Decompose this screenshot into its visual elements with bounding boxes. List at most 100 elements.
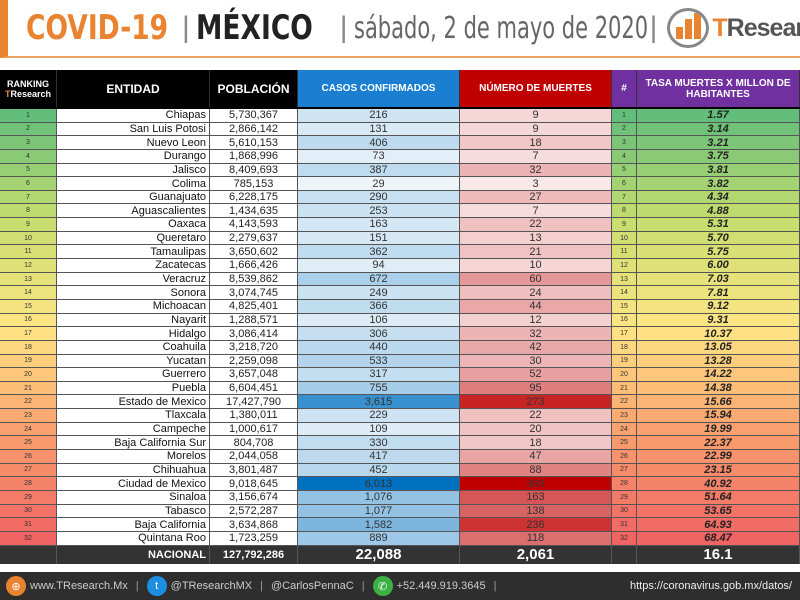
rank-cell: 9 — [0, 218, 57, 231]
entidad-cell: Queretaro — [57, 231, 210, 245]
covid-table: RANKING TResearch ENTIDAD POBLACIÓN CASOS… — [0, 70, 800, 564]
entidad-cell: Yucatan — [57, 354, 210, 368]
num-cell: 24 — [612, 422, 637, 436]
tasa-cell: 13.28 — [637, 354, 800, 368]
rank-cell: 3 — [0, 136, 57, 149]
rank-cell: 10 — [0, 231, 57, 245]
casos-cell: 1,076 — [298, 490, 460, 504]
table-row: 31 Baja California 3,634,868 1,582 236 31 64.9… — [0, 518, 800, 532]
table-row: 29 Sinaloa 3,156,674 1,076 163 29 51.64 — [0, 490, 800, 505]
table-row: 6 Colima 785,153 29 3 6 3.82 — [0, 177, 800, 191]
poblacion-cell: 4,825,401 — [210, 299, 298, 313]
entidad-cell: Baja California — [57, 518, 210, 531]
muertes-cell: 18 — [460, 436, 612, 450]
table-row: 24 Campeche 1,000,617 109 20 24 19.99 — [0, 422, 800, 437]
entidad-cell: Aguascalientes — [57, 204, 210, 218]
title-covid: COVID-19 — [26, 8, 169, 48]
num-cell: 32 — [612, 531, 637, 545]
entidad-cell: Sonora — [57, 286, 210, 299]
entidad-cell: Coahuila — [57, 340, 210, 354]
num-cell: 23 — [612, 409, 637, 422]
muertes-cell: 22 — [460, 409, 612, 422]
table-row: 17 Hidalgo 3,086,414 306 32 17 10.37 — [0, 327, 800, 341]
num-cell: 22 — [612, 395, 637, 409]
rank-cell: 11 — [0, 245, 57, 259]
muertes-cell: 10 — [460, 259, 612, 272]
rank-cell: 5 — [0, 163, 57, 177]
entidad-cell: Tabasco — [57, 504, 210, 518]
table-row: 4 Durango 1,868,996 73 7 4 3.75 — [0, 149, 800, 164]
header-casos: CASOS CONFIRMADOS — [298, 70, 460, 107]
divider: | — [649, 11, 658, 44]
rank-cell: 20 — [0, 368, 57, 381]
twitter-handle-2[interactable]: @CarlosPennaC — [270, 580, 354, 592]
num-cell: 10 — [612, 231, 637, 245]
rank-cell: 28 — [0, 477, 57, 490]
header-ranking: RANKING TResearch — [0, 70, 57, 107]
rank-cell: 26 — [0, 450, 57, 463]
num-cell: 11 — [612, 245, 637, 259]
tasa-cell: 9.12 — [637, 299, 800, 313]
entidad-cell: Puebla — [57, 381, 210, 395]
casos-cell: 417 — [298, 450, 460, 463]
entidad-cell: Guanajuato — [57, 190, 210, 204]
muertes-cell: 163 — [460, 490, 612, 504]
tasa-cell: 15.66 — [637, 395, 800, 409]
muertes-cell: 13 — [460, 231, 612, 245]
globe-icon: ⊕ — [6, 576, 26, 596]
num-cell: 13 — [612, 272, 637, 286]
table-row: 12 Zacatecas 1,666,426 94 10 12 6.00 — [0, 259, 800, 273]
table-row: 13 Veracruz 8,539,862 672 60 13 7.03 — [0, 272, 800, 287]
rank-cell: 8 — [0, 204, 57, 218]
table-row: 28 Ciudad de Mexico 9,018,645 6,013 369 28 40.… — [0, 477, 800, 491]
casos-cell: 216 — [298, 109, 460, 122]
tasa-cell: 5.70 — [637, 231, 800, 245]
poblacion-cell: 2,259,098 — [210, 354, 298, 368]
rank-cell: 31 — [0, 518, 57, 531]
muertes-cell: 118 — [460, 531, 612, 545]
table-row: 5 Jalisco 8,409,693 387 32 5 3.81 — [0, 163, 800, 178]
num-cell: 21 — [612, 381, 637, 395]
table-row: 11 Tamaulipas 3,650,602 362 21 11 5.75 — [0, 245, 800, 260]
casos-cell: 452 — [298, 463, 460, 477]
num-cell: 14 — [612, 286, 637, 299]
casos-cell: 6,013 — [298, 477, 460, 490]
rank-cell: 19 — [0, 354, 57, 368]
poblacion-cell: 2,044,058 — [210, 450, 298, 463]
source-link[interactable]: https://coronavirus.gob.mx/datos/ — [629, 580, 792, 592]
table-row: 21 Puebla 6,604,451 755 95 21 14.38 — [0, 381, 800, 396]
poblacion-cell: 3,657,048 — [210, 368, 298, 381]
tasa-cell: 15.94 — [637, 409, 800, 422]
table-row: 30 Tabasco 2,572,287 1,077 138 30 53.65 — [0, 504, 800, 519]
poblacion-cell: 785,153 — [210, 177, 298, 190]
whatsapp-number[interactable]: +52.449.919.3645 — [396, 580, 486, 592]
table-row: 10 Queretaro 2,279,637 151 13 10 5.70 — [0, 231, 800, 246]
muertes-cell: 7 — [460, 204, 612, 218]
table-row: 15 Michoacan 4,825,401 366 44 15 9.12 — [0, 299, 800, 314]
logo-text: TResearch — [712, 13, 800, 42]
tasa-cell: 10.37 — [637, 327, 800, 340]
nacional-casos: 22,088 — [298, 545, 460, 564]
entidad-cell: Chiapas — [57, 109, 210, 122]
header-entidad: ENTIDAD — [57, 70, 210, 107]
muertes-cell: 9 — [460, 122, 612, 136]
casos-cell: 131 — [298, 122, 460, 136]
header-poblacion: POBLACIÓN — [210, 70, 298, 107]
nacional-poblacion: 127,792,286 — [210, 545, 298, 564]
tasa-cell: 19.99 — [637, 422, 800, 436]
casos-cell: 1,582 — [298, 518, 460, 531]
casos-cell: 317 — [298, 368, 460, 381]
table-body: 1 Chiapas 5,730,367 216 9 1 1.57 2 San Luis Poto… — [0, 107, 800, 546]
entidad-cell: Colima — [57, 177, 210, 190]
twitter-handle[interactable]: @TResearchMX — [170, 580, 253, 592]
tasa-cell: 5.31 — [637, 218, 800, 231]
rank-cell: 1 — [0, 109, 57, 122]
divider: | — [135, 580, 139, 592]
table-row: 7 Guanajuato 6,228,175 290 27 7 4.34 — [0, 190, 800, 205]
entidad-cell: Nayarit — [57, 313, 210, 327]
poblacion-cell: 5,730,367 — [210, 109, 298, 122]
num-cell: 26 — [612, 450, 637, 463]
casos-cell: 290 — [298, 190, 460, 204]
website-link[interactable]: www.TResearch.Mx — [30, 580, 128, 592]
poblacion-cell: 3,801,487 — [210, 463, 298, 477]
